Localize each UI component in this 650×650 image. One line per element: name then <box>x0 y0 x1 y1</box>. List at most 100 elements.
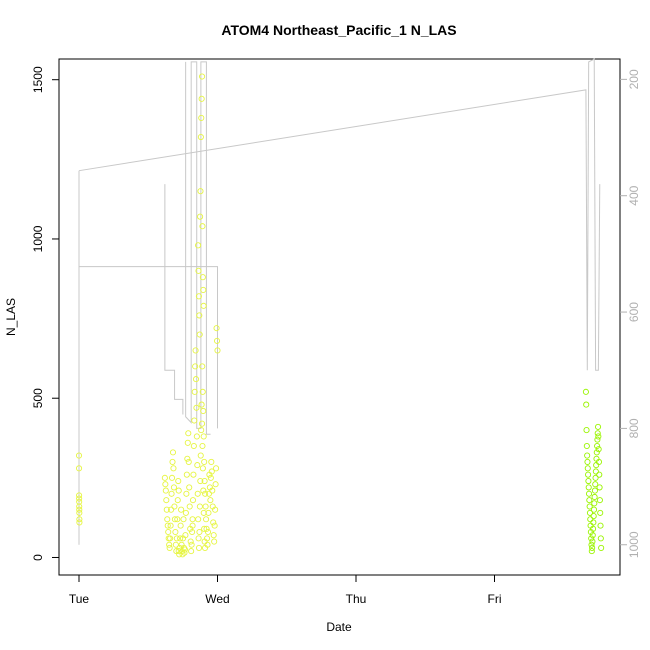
data-point <box>191 388 198 395</box>
data-point <box>164 522 171 529</box>
data-point <box>190 442 197 450</box>
data-point <box>589 532 596 539</box>
data-point <box>594 423 602 430</box>
y-axis: 0 500 1000 1500 <box>31 66 59 561</box>
data-point <box>167 522 174 529</box>
data-point <box>196 528 203 536</box>
data-point <box>194 462 201 469</box>
data-point <box>175 487 182 494</box>
y-axis-label: N_LAS <box>4 298 18 336</box>
data-point <box>595 433 602 440</box>
data-point <box>195 267 202 274</box>
data-point <box>188 541 195 548</box>
data-point <box>170 465 177 472</box>
data-point <box>195 242 202 249</box>
data-point <box>201 458 208 465</box>
x-axis-label: Date <box>326 620 352 634</box>
data-point <box>588 541 595 548</box>
data-point <box>195 535 202 542</box>
data-point <box>591 487 598 494</box>
data-point <box>181 546 188 553</box>
data-point <box>76 509 83 516</box>
data-point <box>200 407 207 415</box>
right-y-tick-label: 400 <box>627 185 641 205</box>
data-point <box>193 433 200 440</box>
data-point <box>192 363 199 370</box>
data-point <box>184 455 191 462</box>
data-point <box>189 497 197 504</box>
data-point <box>210 532 217 539</box>
data-point <box>587 516 594 523</box>
data-point <box>183 490 190 497</box>
data-point <box>207 497 214 504</box>
data-point <box>594 430 601 437</box>
data-point <box>174 516 181 523</box>
data-point <box>182 532 189 539</box>
y-tick-label: 1500 <box>31 66 45 93</box>
data-point <box>198 427 205 434</box>
data-point <box>198 95 205 102</box>
data-point <box>590 519 597 526</box>
data-point <box>596 471 603 478</box>
data-point <box>208 468 215 475</box>
data-point <box>195 544 203 551</box>
data-point <box>166 544 173 551</box>
data-point <box>593 449 600 456</box>
data-point <box>188 548 195 555</box>
data-point <box>595 446 602 453</box>
data-point <box>76 506 83 513</box>
data-point <box>214 347 221 354</box>
data-point <box>210 519 217 526</box>
y-tick-label: 500 <box>31 388 45 408</box>
data-point <box>189 516 196 523</box>
data-point <box>583 401 590 408</box>
x-axis: Tue Wed Thu Fri <box>69 575 502 606</box>
data-point <box>199 442 206 450</box>
data-point <box>584 452 591 459</box>
chart-title: ATOM4 Northeast_Pacific_1 N_LAS <box>221 22 456 38</box>
data-point <box>592 468 599 475</box>
data-point <box>590 525 597 532</box>
data-point <box>192 376 200 383</box>
data-point <box>199 465 206 472</box>
data-point <box>213 465 220 472</box>
data-point <box>76 519 83 526</box>
data-point <box>199 274 206 281</box>
data-point <box>196 331 203 338</box>
data-point <box>595 458 603 465</box>
data-point <box>191 417 198 424</box>
data-point <box>592 474 599 481</box>
data-point <box>200 487 207 494</box>
data-point <box>588 548 595 555</box>
data-point <box>168 506 175 513</box>
data-point <box>161 474 168 481</box>
secondary-y-axis: 200 400 600 800 1000 <box>620 69 641 558</box>
data-point <box>203 535 211 542</box>
y-tick-label: 0 <box>31 554 45 561</box>
data-point <box>586 503 593 510</box>
data-point <box>187 538 194 545</box>
data-point <box>597 509 604 516</box>
data-point <box>195 516 202 523</box>
data-point <box>162 481 169 488</box>
data-point <box>194 490 201 497</box>
data-point <box>189 528 196 536</box>
data-point <box>76 503 83 510</box>
data-point <box>200 286 207 293</box>
data-point <box>589 538 596 545</box>
data-point <box>588 535 595 542</box>
data-point <box>180 516 187 523</box>
data-point <box>591 493 598 501</box>
data-point <box>173 535 180 542</box>
data-point <box>189 522 196 529</box>
y-tick-label: 1000 <box>31 225 45 252</box>
data-point <box>177 535 184 542</box>
series-line <box>185 61 211 435</box>
data-point <box>208 458 215 465</box>
data-point <box>197 188 204 195</box>
data-point <box>199 388 206 395</box>
data-point <box>76 492 83 499</box>
data-point <box>195 293 202 300</box>
data-point <box>583 442 590 450</box>
